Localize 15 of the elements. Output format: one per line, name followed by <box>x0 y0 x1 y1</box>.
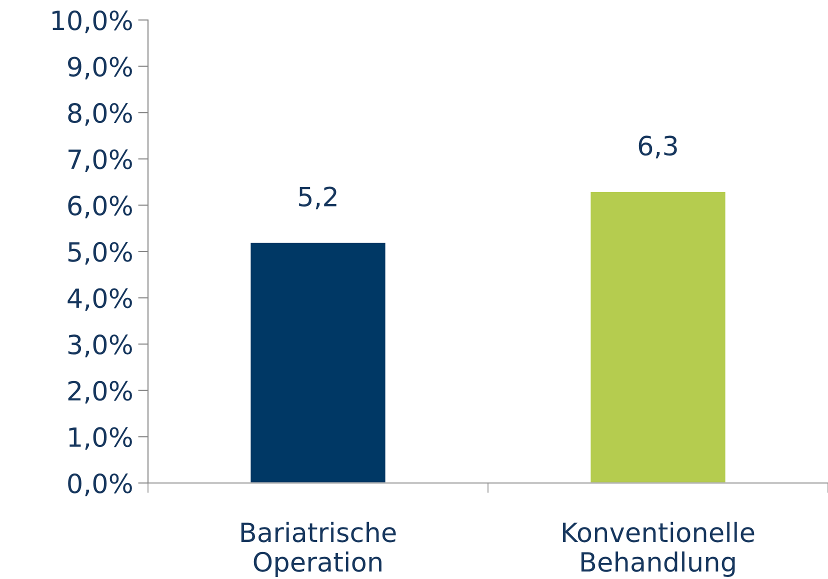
y-tick-label: 2,0% <box>68 380 132 404</box>
y-tick-label: 3,0% <box>68 334 132 358</box>
y-tick-label: 5,0% <box>68 242 132 265</box>
x-tick-label: Konventionelle Behandlung <box>563 522 754 577</box>
y-tick-label: 4,0% <box>68 288 132 311</box>
y-tick-label: 9,0% <box>68 56 132 80</box>
y-tick-label: 10,0% <box>52 10 132 34</box>
y-tick-label: 1,0% <box>69 427 132 450</box>
y-tick-label: 8,0% <box>68 103 132 126</box>
y-tick-label: 7,0% <box>68 149 132 172</box>
y-tick-label: 0,0% <box>68 473 132 496</box>
y-tick-label: 6,0% <box>68 196 132 218</box>
data-label: 6,3 <box>638 136 677 158</box>
data-label: 5,2 <box>299 186 336 210</box>
x-tick-label: Bariatrische Operation <box>241 522 396 577</box>
